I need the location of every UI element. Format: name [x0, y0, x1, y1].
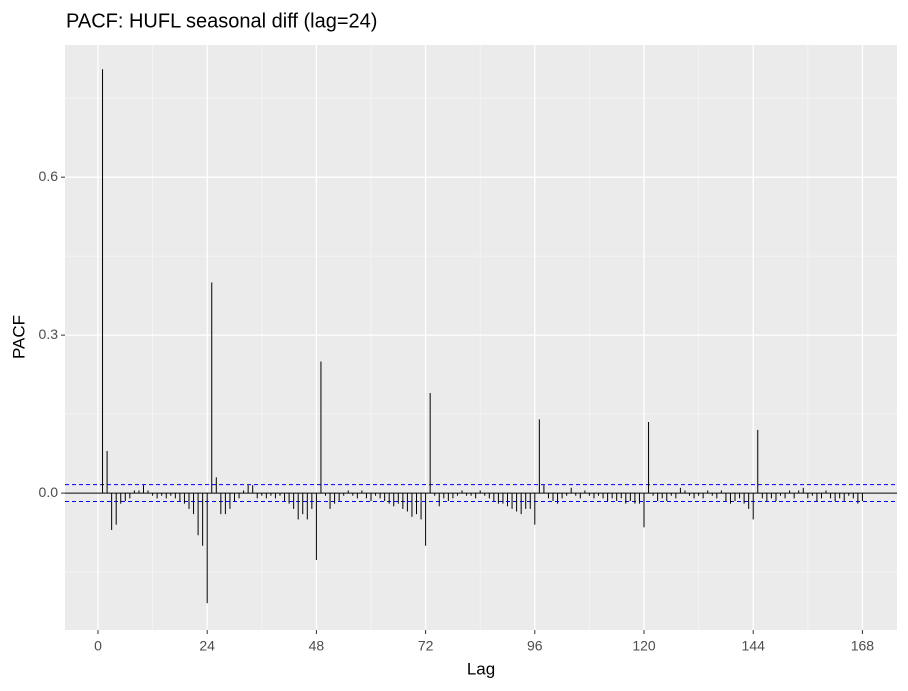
chart-title: PACF: HUFL seasonal diff (lag=24): [66, 10, 377, 32]
x-tick-label: 144: [742, 638, 766, 654]
panel: [65, 45, 897, 630]
x-tick-label: 0: [94, 638, 102, 654]
x-tick-label: 72: [418, 638, 434, 654]
x-tick-label: 24: [199, 638, 215, 654]
x-tick-label: 120: [632, 638, 656, 654]
x-tick-label: 48: [309, 638, 325, 654]
x-tick-label: 168: [851, 638, 875, 654]
y-axis-label: PACF: [9, 315, 28, 359]
x-tick-label: 96: [527, 638, 543, 654]
y-tick-label: 0.0: [39, 484, 59, 500]
x-axis-label: Lag: [467, 659, 495, 678]
y-tick-label: 0.3: [39, 326, 59, 342]
y-tick-label: 0.6: [39, 168, 59, 184]
